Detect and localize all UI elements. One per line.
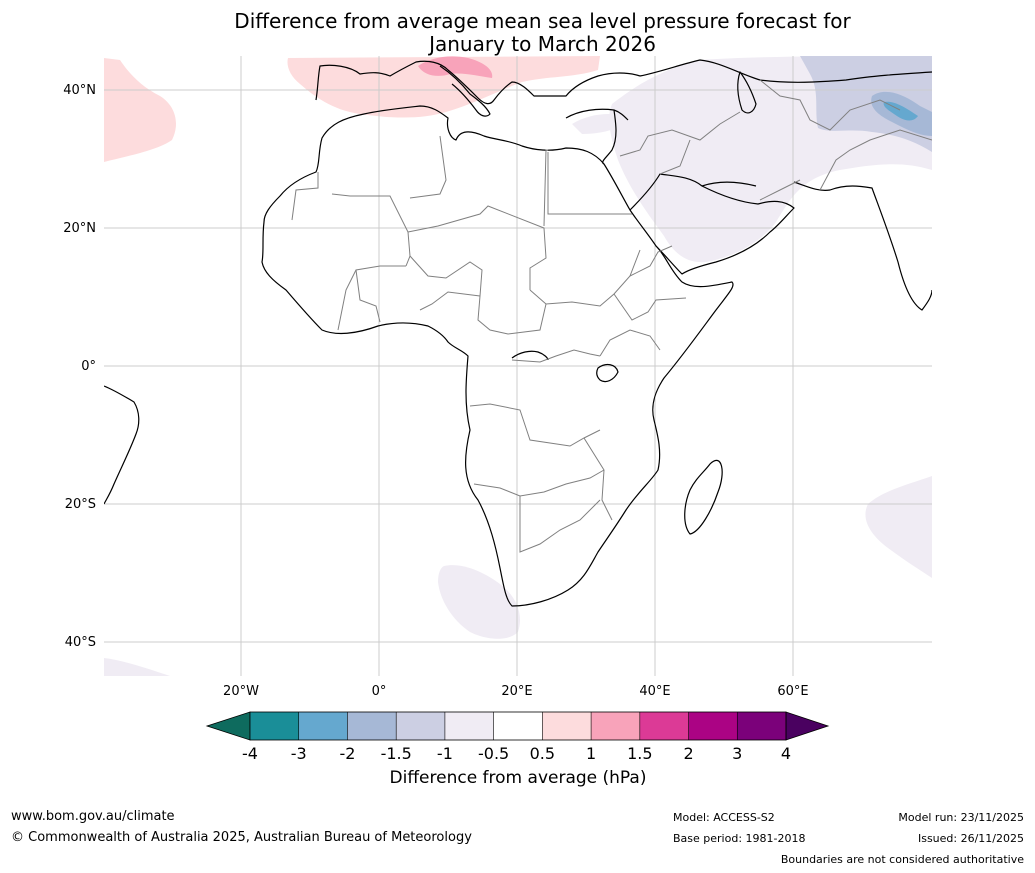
lat-label-0: 0° — [81, 359, 96, 374]
colorbar-segment — [347, 712, 397, 740]
footer-website: www.bom.gov.au/climate — [11, 809, 175, 824]
coastlines — [104, 59, 932, 607]
colorbar-segment — [688, 712, 738, 740]
coast-gulf — [701, 181, 757, 187]
colorbar-tick-label: 1 — [585, 744, 597, 763]
colorbar-tick-label: -3 — [290, 744, 307, 763]
colorbar-segment — [493, 712, 543, 740]
colorbar-segment — [639, 712, 689, 740]
graticule — [104, 56, 932, 676]
coast-madagascar — [684, 459, 723, 535]
country-borders — [291, 79, 932, 553]
lat-label-40s: 40°S — [64, 635, 96, 650]
title-line-1: Difference from average mean sea level p… — [234, 9, 851, 33]
coast-caspian — [737, 71, 757, 114]
anomaly-pos-mediterranean — [287, 56, 600, 118]
map-title: Difference from average mean sea level p… — [0, 10, 1035, 56]
colorbar-tick-label: -0.5 — [478, 744, 510, 763]
anomaly-neg-south-indian — [865, 476, 932, 578]
footer-copyright: © Commonwealth of Australia 2025, Austra… — [11, 830, 472, 845]
colorbar-tick-label: 1.5 — [627, 744, 653, 763]
coast-africa — [261, 105, 734, 607]
coast-gulf-guinea-isl — [511, 350, 549, 361]
coast-asia-north — [639, 59, 932, 83]
anomaly-neg-southwest — [104, 658, 170, 676]
colorbar-tick-label: 2 — [683, 744, 694, 763]
colorbar-segment — [444, 712, 494, 740]
colorbar-extend-low — [205, 711, 251, 741]
lon-label-20e: 20°E — [501, 684, 533, 699]
lat-label-40n: 40°N — [63, 83, 96, 98]
coast-europe — [315, 60, 641, 105]
colorbar-tick-label: 3 — [732, 744, 743, 763]
colorbar-segment — [298, 712, 348, 740]
colorbar-segment — [396, 712, 445, 740]
colorbar-segment — [250, 712, 299, 740]
footer-issued: Issued: 26/11/2025 — [917, 832, 1024, 845]
colorbar-segment — [542, 712, 592, 740]
anomaly-pos-atlantic — [104, 58, 176, 162]
title-line-2: January to March 2026 — [429, 32, 656, 56]
coast-levant — [602, 109, 617, 165]
colorbar-label: Difference from average (hPa) — [389, 768, 647, 788]
colorbar-tick-label: 0.5 — [529, 744, 556, 763]
coast-italy — [439, 65, 491, 117]
lon-label-0: 0° — [371, 684, 387, 699]
lat-label-20n: 20°N — [63, 221, 96, 236]
footer-disclaimer: Boundaries are not considered authoritat… — [780, 853, 1024, 866]
coast-south-america — [104, 385, 140, 505]
footer-model: Model: ACCESS-S2 — [673, 811, 775, 824]
anomaly-neg-south-atlantic — [438, 565, 520, 639]
anomaly-pos-italy — [418, 56, 493, 78]
colorbar-segment — [591, 712, 640, 740]
coast-arabia — [629, 173, 795, 275]
anomaly-neg-asia-mid — [800, 56, 932, 152]
lon-label-60e: 60°E — [777, 684, 809, 699]
colorbar-tick-label: 4 — [780, 744, 792, 763]
lat-label-20s: 20°S — [64, 497, 96, 512]
colorbar-tick-label: -4 — [242, 744, 258, 763]
colorbar-tick-label: -2 — [339, 744, 356, 763]
coast-india — [793, 181, 932, 311]
coast-lake-victoria — [596, 363, 619, 383]
colorbar-tick-label: -1.5 — [380, 744, 412, 763]
colorbar-outline — [249, 711, 787, 741]
colorbar-tick-label: -1 — [436, 744, 453, 763]
footer-base-period: Base period: 1981-2018 — [673, 832, 806, 845]
lon-label-40e: 40°E — [639, 684, 671, 699]
colorbar-segment — [737, 712, 786, 740]
colorbar-extend-high — [785, 711, 830, 741]
footer-model-run: Model run: 23/11/2025 — [898, 811, 1024, 824]
lon-label-20w: 20°W — [223, 684, 259, 699]
